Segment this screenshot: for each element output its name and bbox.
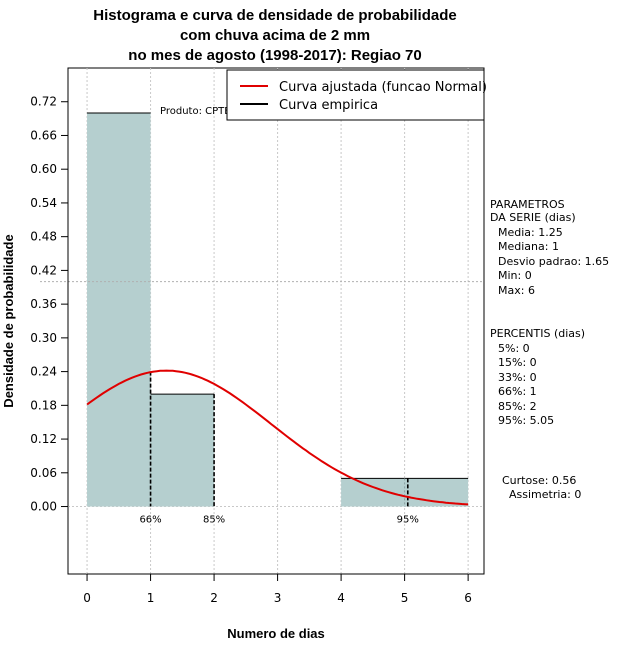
x-axis-label: Numero de dias	[227, 626, 325, 641]
percentile-markers: 66% 85% 95%	[139, 371, 419, 526]
x-axis: 0 1 2 3 4 5 6	[83, 573, 472, 605]
y-tick-label: 0.18	[30, 398, 57, 412]
percentile-label: 66%	[139, 515, 161, 526]
y-tick-label: 0.72	[30, 95, 57, 109]
y-tick-label: 0.12	[30, 432, 57, 446]
watermark-text: Produto: CPTEC/INPE	[160, 106, 264, 117]
param-min: Min: 0	[498, 269, 532, 282]
y-tick-label: 0.66	[30, 128, 57, 142]
chart-title-line-2: com chuva acima de 2 mm	[180, 27, 370, 44]
param-max: Max: 6	[498, 284, 535, 297]
histogram-bar	[87, 112, 151, 507]
percentile-label: 85%	[203, 515, 225, 526]
histogram-bars	[87, 112, 469, 507]
percentil-33: 33%: 0	[498, 371, 537, 384]
histogram-bar	[150, 394, 215, 507]
y-tick-label: 0.30	[30, 331, 57, 345]
x-tick-label: 0	[83, 591, 91, 605]
y-axis-label: Densidade de probabilidade	[1, 234, 16, 407]
percentil-15: 15%: 0	[498, 356, 537, 369]
legend-box	[226, 69, 485, 121]
x-tick-label: 6	[464, 591, 472, 605]
params-heading-1: PARAMETROS	[490, 198, 565, 211]
percentil-85: 85%: 2	[498, 400, 537, 413]
percentil-66: 66%: 1	[498, 385, 537, 398]
legend-empirical-label: Curva empirica	[279, 98, 378, 113]
legend-normal-label: Curva ajustada (funcao Normal)	[279, 80, 487, 95]
normal-curve-layer	[86, 369, 469, 506]
y-tick-label: 0.54	[30, 196, 57, 210]
normal-curve	[86, 369, 469, 506]
param-median: Mediana: 1	[498, 240, 559, 253]
skewness: Assimetria: 0	[509, 488, 581, 501]
param-sd: Desvio padrao: 1.65	[498, 255, 609, 268]
chart-title-line-3: no mes de agosto (1998-2017): Regiao 70	[128, 47, 421, 64]
x-tick-label: 5	[401, 591, 409, 605]
stats-panel: PARAMETROS DA SERIE (dias) Media: 1.25 M…	[490, 198, 609, 501]
params-heading-2: DA SERIE (dias)	[490, 211, 576, 224]
x-tick-label: 2	[210, 591, 218, 605]
y-tick-label: 0.00	[30, 500, 57, 514]
y-tick-label: 0.36	[30, 297, 57, 311]
y-tick-label: 0.60	[30, 162, 57, 176]
x-tick-label: 3	[274, 591, 282, 605]
y-tick-label: 0.24	[30, 365, 57, 379]
legend: Curva ajustada (funcao Normal) Curva emp…	[226, 69, 487, 121]
y-tick-label: 0.06	[30, 466, 57, 480]
x-tick-label: 4	[337, 591, 345, 605]
kurtosis: Curtose: 0.56	[502, 474, 576, 487]
y-tick-label: 0.42	[30, 263, 57, 277]
param-mean: Media: 1.25	[498, 226, 563, 239]
y-tick-label: 0.48	[30, 230, 57, 244]
percentile-label: 95%	[397, 515, 419, 526]
y-axis: 0.00 0.06 0.12 0.18 0.24 0.30 0.36 0.42 0.48 0.54…	[30, 95, 69, 514]
percentil-5: 5%: 0	[498, 342, 530, 355]
chart-title-line-1: Histograma e curva de densidade de proba…	[93, 7, 456, 24]
percentis-heading: PERCENTIS (dias)	[490, 327, 585, 340]
x-tick-label: 1	[147, 591, 155, 605]
percentil-95: 95%: 5.05	[498, 414, 554, 427]
